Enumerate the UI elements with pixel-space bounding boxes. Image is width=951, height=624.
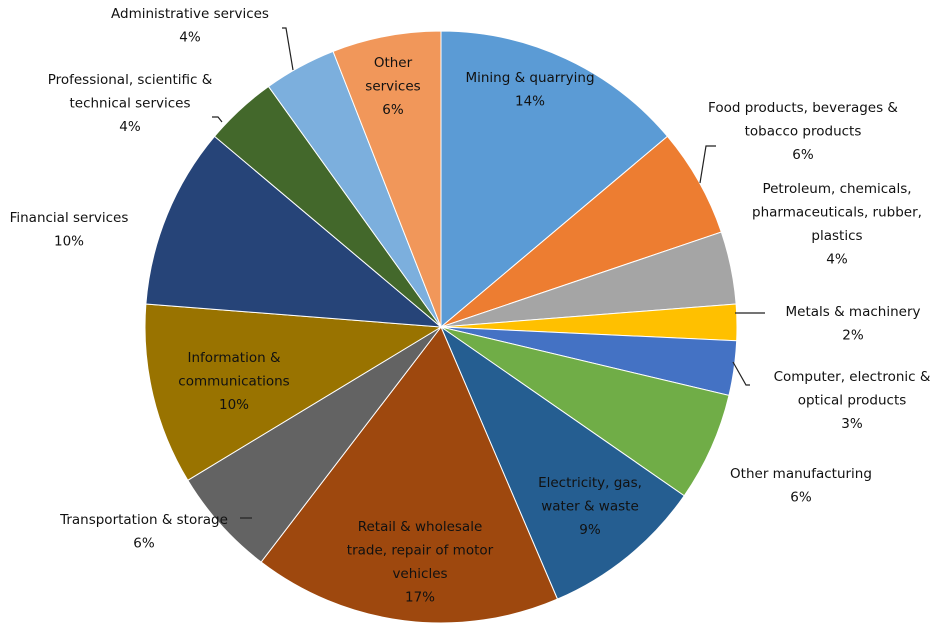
data-label-electricity-gas-water-and-waste: Electricity, gas, water & waste 9% [538, 475, 642, 538]
slice-value-label: 6% [792, 147, 814, 163]
leader-line-professional-scientific-and-technical-services [212, 116, 223, 123]
slice-category-label: Petroleum, chemicals, [762, 181, 911, 197]
data-label-other-services: Other services 6% [365, 55, 420, 118]
slice-category-label: optical products [798, 393, 907, 409]
slice-category-label: Mining & quarrying [465, 70, 594, 86]
slice-value-label: 6% [382, 102, 404, 118]
data-label-transportation-and-storage: Transportation & storage 6% [59, 512, 228, 552]
slice-value-label: 4% [826, 252, 848, 268]
data-label-professional-scientific-and-technical-services: Professional, scientific & technical serv… [48, 72, 213, 135]
slice-category-label: Electricity, gas, [538, 475, 642, 491]
slice-category-label: vehicles [392, 566, 447, 582]
slice-value-label: 10% [54, 234, 84, 250]
pie-slice-financial-services [145, 135, 443, 328]
slice-category-label: Professional, scientific & [48, 72, 213, 88]
slice-category-label: water & waste [541, 499, 639, 515]
pie-slice-other-services [332, 30, 442, 328]
slice-category-label: Administrative services [111, 6, 269, 22]
slice-value-label: 4% [119, 119, 141, 135]
slice-value-label: 6% [790, 490, 812, 506]
data-label-information-and-communications: Information & communications 10% [178, 350, 289, 413]
slice-category-label: Other manufacturing [730, 466, 872, 482]
slice-value-label: 17% [405, 590, 435, 606]
data-label-metals-and-machinery: Metals & machinery 2% [786, 304, 921, 344]
data-label-financial-services: Financial services 10% [10, 210, 129, 250]
leader-line-computer-electronic-and-optical-products [732, 361, 750, 386]
slice-value-label: 6% [133, 536, 155, 552]
slice-value-label: 9% [579, 522, 601, 538]
leader-line-administrative-services [282, 27, 294, 71]
slice-value-label: 3% [841, 416, 863, 432]
slice-category-label: plastics [811, 228, 862, 244]
slice-category-label: Retail & wholesale [358, 519, 483, 535]
slice-category-label: trade, repair of motor [347, 543, 494, 559]
data-label-mining-and-quarrying: Mining & quarrying 14% [465, 70, 594, 110]
data-label-computer-electronic-and-optical-products: Computer, electronic & optical products 3% [774, 369, 931, 432]
leader-line-food-products-beverages-and-tobacco-products [699, 145, 716, 184]
slice-category-label: Transportation & storage [59, 512, 228, 528]
data-label-administrative-services: Administrative services 4% [111, 6, 269, 46]
pie-slices [144, 30, 738, 624]
slice-category-label: services [365, 79, 420, 95]
slice-category-label: technical services [69, 96, 190, 112]
data-label-petroleum-chemicals-pharmaceuticals-rubber-plastics: Petroleum, chemicals, pharmaceuticals, ru… [752, 181, 922, 268]
slice-value-label: 2% [842, 328, 864, 344]
leader-lines [212, 27, 765, 519]
slice-category-label: Information & [188, 350, 281, 366]
data-label-food-products-beverages-and-tobacco-products: Food products, beverages & tobacco produc… [708, 100, 898, 163]
slice-category-label: communications [178, 374, 289, 390]
slice-category-label: pharmaceuticals, rubber, [752, 205, 922, 221]
pie-slice-electricity-gas-water-and-waste [439, 325, 685, 600]
slice-value-label: 10% [219, 397, 249, 413]
slice-category-label: tobacco products [745, 124, 862, 140]
slice-category-label: Food products, beverages & [708, 100, 898, 116]
data-label-retail-and-wholesale-trade-repair-of-motor-vehicles: Retail & wholesale trade, repair of motor… [347, 519, 494, 606]
slice-value-label: 4% [179, 30, 201, 46]
pie-slice-mining-and-quarrying [440, 30, 669, 329]
slice-category-label: Computer, electronic & [774, 369, 931, 385]
data-label-other-manufacturing: Other manufacturing 6% [730, 466, 872, 506]
slice-value-label: 14% [515, 94, 545, 110]
slice-labels: Mining & quarrying 14% Food products, beve… [10, 6, 931, 606]
slice-category-label: Financial services [10, 210, 129, 226]
pie-slice-information-and-communications [144, 303, 443, 481]
slice-category-label: Metals & machinery [786, 304, 921, 320]
slice-category-label: Other [374, 55, 413, 71]
pie-slice-retail-and-wholesale-trade-repair-of-motor-vehicles [260, 326, 559, 624]
